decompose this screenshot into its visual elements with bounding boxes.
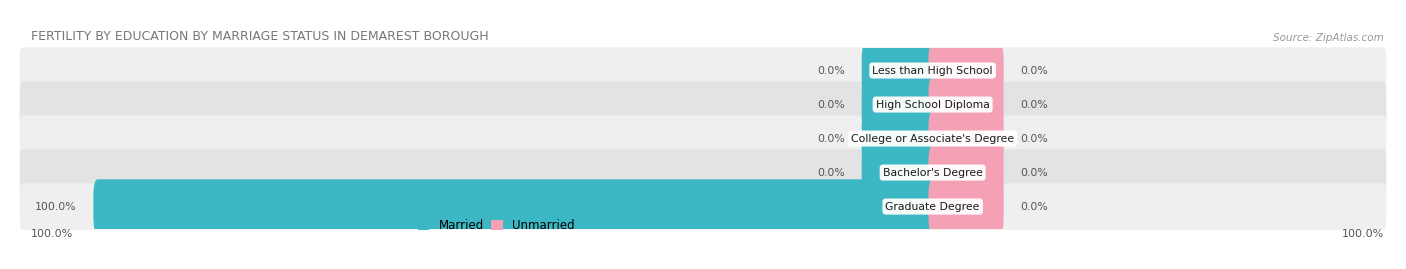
Text: Bachelor's Degree: Bachelor's Degree xyxy=(883,168,983,178)
FancyBboxPatch shape xyxy=(20,81,1386,128)
Text: 100.0%: 100.0% xyxy=(1341,229,1384,239)
FancyBboxPatch shape xyxy=(862,77,936,132)
FancyBboxPatch shape xyxy=(928,179,1004,234)
Text: High School Diploma: High School Diploma xyxy=(876,100,990,109)
FancyBboxPatch shape xyxy=(93,179,936,234)
Text: Source: ZipAtlas.com: Source: ZipAtlas.com xyxy=(1272,33,1384,43)
Legend: Married, Unmarried: Married, Unmarried xyxy=(413,215,579,237)
FancyBboxPatch shape xyxy=(862,43,936,98)
FancyBboxPatch shape xyxy=(928,145,1004,200)
Text: 0.0%: 0.0% xyxy=(817,100,845,109)
FancyBboxPatch shape xyxy=(862,111,936,166)
Text: 100.0%: 100.0% xyxy=(35,201,77,211)
Text: 0.0%: 0.0% xyxy=(817,133,845,144)
Text: Graduate Degree: Graduate Degree xyxy=(886,201,980,211)
Text: 0.0%: 0.0% xyxy=(1021,133,1047,144)
FancyBboxPatch shape xyxy=(20,149,1386,196)
FancyBboxPatch shape xyxy=(928,111,1004,166)
FancyBboxPatch shape xyxy=(862,145,936,200)
Text: Less than High School: Less than High School xyxy=(872,66,993,76)
Text: 0.0%: 0.0% xyxy=(1021,66,1047,76)
FancyBboxPatch shape xyxy=(20,47,1386,94)
Text: 0.0%: 0.0% xyxy=(1021,100,1047,109)
FancyBboxPatch shape xyxy=(20,183,1386,230)
Text: 0.0%: 0.0% xyxy=(817,168,845,178)
Text: 100.0%: 100.0% xyxy=(31,229,73,239)
FancyBboxPatch shape xyxy=(928,43,1004,98)
Text: 0.0%: 0.0% xyxy=(1021,168,1047,178)
FancyBboxPatch shape xyxy=(928,77,1004,132)
Text: College or Associate's Degree: College or Associate's Degree xyxy=(851,133,1014,144)
Text: 0.0%: 0.0% xyxy=(817,66,845,76)
Text: FERTILITY BY EDUCATION BY MARRIAGE STATUS IN DEMAREST BOROUGH: FERTILITY BY EDUCATION BY MARRIAGE STATU… xyxy=(31,30,488,43)
FancyBboxPatch shape xyxy=(20,115,1386,162)
Text: 0.0%: 0.0% xyxy=(1021,201,1047,211)
